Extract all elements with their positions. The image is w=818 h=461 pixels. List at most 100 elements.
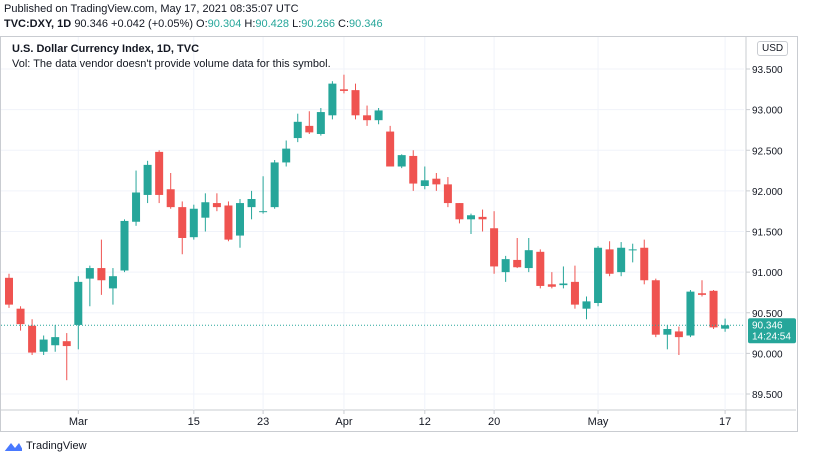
x-tick-label: 23 xyxy=(257,416,269,428)
candle-body xyxy=(143,164,152,195)
candle-body xyxy=(316,112,325,134)
candle-body xyxy=(51,337,60,346)
candle-body xyxy=(617,247,626,273)
candle-body xyxy=(443,184,452,204)
price-tag-value: 90.346 xyxy=(752,320,783,331)
chart-frame xyxy=(0,36,798,432)
symbol-label: TVC:DXY, 1D xyxy=(4,18,72,30)
candle-body xyxy=(62,341,71,347)
x-tick-label: 17 xyxy=(719,416,731,428)
candle-body xyxy=(236,203,244,236)
low-value: 90.266 xyxy=(301,18,335,30)
candle-body xyxy=(201,202,210,218)
candle-body xyxy=(166,189,175,208)
volume-note: Vol: The data vendor doesn't provide vol… xyxy=(12,58,331,70)
low-label: L: xyxy=(292,18,302,30)
y-tick-label: 90.000 xyxy=(752,349,783,360)
y-tick-label: 93.500 xyxy=(752,65,783,76)
candle-body xyxy=(339,89,348,91)
candle-body xyxy=(582,301,591,309)
candle-body xyxy=(386,131,395,167)
y-tick-label: 92.000 xyxy=(752,187,783,198)
candle-body xyxy=(212,203,221,208)
y-tick-label: 91.500 xyxy=(752,228,783,239)
y-tick-label: 90.500 xyxy=(752,309,783,320)
candle-body xyxy=(189,208,198,238)
x-tick-label: 12 xyxy=(419,416,431,428)
close-value: 90.346 xyxy=(349,18,383,30)
x-tick-label: Apr xyxy=(335,416,352,428)
candle-body xyxy=(16,308,25,325)
ohlc-header: TVC:DXY, 1D 90.346 +0.042 (+0.05%) O:90.… xyxy=(4,18,383,31)
candle-body xyxy=(397,155,406,167)
candle-body xyxy=(97,268,106,281)
candle-body xyxy=(455,203,464,220)
published-caption: Published on TradingView.com, May 17, 20… xyxy=(4,3,299,15)
candle-body xyxy=(39,339,48,352)
currency-button[interactable]: USD xyxy=(757,41,789,56)
candle-body xyxy=(351,90,360,116)
candle-body xyxy=(259,211,268,213)
candle-body xyxy=(132,192,141,222)
candle-body xyxy=(628,249,637,251)
candle-body xyxy=(178,207,187,238)
candle-body xyxy=(467,215,475,220)
candle-body xyxy=(559,283,568,286)
candle-body xyxy=(5,277,13,305)
y-tick-label: 93.000 xyxy=(752,106,783,117)
tradingview-brand: TradingView xyxy=(26,440,87,452)
x-tick-label: Mar xyxy=(69,416,88,428)
high-label: H: xyxy=(244,18,256,30)
candle-body xyxy=(640,247,649,281)
candle-body xyxy=(120,220,129,271)
candle-body xyxy=(305,125,314,133)
close-label: C: xyxy=(338,18,350,30)
candle-body xyxy=(363,115,372,121)
candle-body xyxy=(420,180,429,186)
candle-body xyxy=(85,268,94,279)
candle-body xyxy=(651,280,660,335)
candle-body xyxy=(432,178,441,185)
y-tick-label: 92.500 xyxy=(752,146,783,157)
open-label: O: xyxy=(196,18,208,30)
chart-legend-title: U.S. Dollar Currency Index, 1D, TVC xyxy=(12,43,200,55)
candle-body xyxy=(293,121,302,139)
tradingview-logo[interactable]: TradingView xyxy=(4,440,87,452)
last-price: 90.346 xyxy=(74,18,108,30)
candle-body xyxy=(570,281,579,305)
candle-body xyxy=(108,276,117,289)
candle-body xyxy=(524,250,533,269)
candle-body xyxy=(663,329,672,335)
candle-body xyxy=(686,291,695,336)
x-tick-label: 20 xyxy=(488,416,500,428)
y-tick-label: 89.500 xyxy=(752,390,783,401)
candle-body xyxy=(536,251,545,286)
candle-body xyxy=(224,205,233,240)
candle-body xyxy=(478,216,487,220)
candle-body xyxy=(409,155,418,184)
candle-body xyxy=(374,110,383,121)
candle-body xyxy=(698,293,706,295)
candle-body xyxy=(270,162,279,208)
candle-body xyxy=(247,199,256,208)
price-tag-countdown: 14:24:54 xyxy=(752,331,791,342)
candle-body xyxy=(28,325,37,353)
candle-body xyxy=(513,259,522,268)
open-value: 90.304 xyxy=(207,18,242,30)
high-value: 90.428 xyxy=(255,18,290,30)
candle-body xyxy=(709,290,718,328)
y-tick-label: 91.000 xyxy=(752,268,783,279)
candle-body xyxy=(74,281,83,325)
price-change: +0.042 (+0.05%) xyxy=(111,18,193,30)
candle-body xyxy=(155,151,164,195)
x-tick-label: May xyxy=(588,416,609,428)
candle-body xyxy=(501,259,510,273)
candle-body xyxy=(282,148,291,163)
candle-body xyxy=(721,325,730,329)
candle-body xyxy=(674,331,683,338)
candle-body xyxy=(547,284,556,287)
candle-body xyxy=(594,247,603,303)
tradingview-logo-icon xyxy=(4,443,22,451)
candle-body xyxy=(490,228,499,267)
